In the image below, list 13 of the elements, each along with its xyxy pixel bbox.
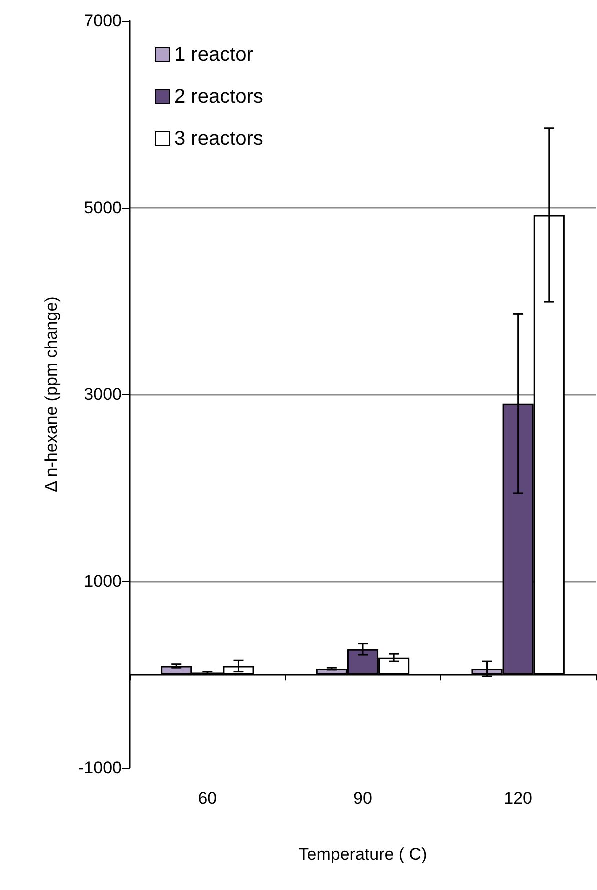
y-tick-label: 7000 (84, 12, 122, 30)
x-tick-label: 90 (354, 789, 372, 808)
x-tick-label: 120 (504, 789, 533, 808)
legend-label: 2 reactors (174, 86, 264, 108)
legend-label: 1 reactor (174, 44, 254, 66)
y-tick-label: 1000 (84, 572, 122, 591)
y-tick-label: -1000 (78, 758, 122, 778)
legend-label: 3 reactors (174, 128, 264, 150)
x-axis-title: Temperature ( C) (298, 845, 428, 864)
y-axis-title: Δ n-hexane (ppm change) (42, 296, 61, 492)
y-tick-label: 3000 (84, 385, 122, 404)
x-tick-label: 60 (198, 789, 218, 808)
y-tick-label: 5000 (84, 198, 122, 218)
